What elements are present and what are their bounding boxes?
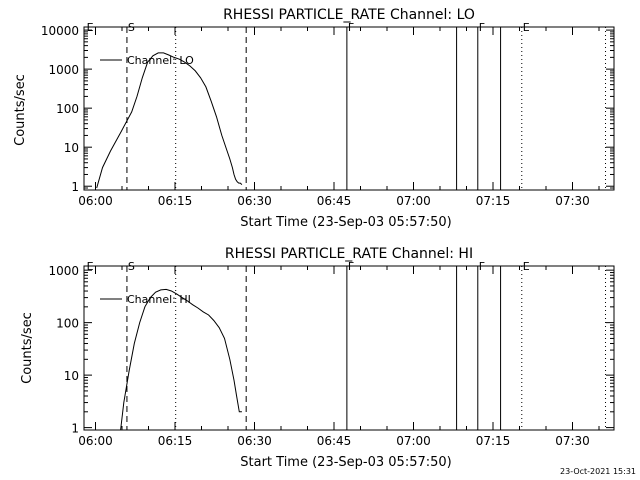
series-line (120, 288, 242, 431)
event-marker-label: E (87, 21, 94, 34)
event-marker-label: F (348, 21, 354, 34)
x-tick-label: 07:15 (476, 434, 511, 448)
y-tick-label: 1 (71, 422, 79, 436)
y-axis-label: Counts/sec (13, 74, 28, 146)
event-marker-label: E (523, 260, 530, 273)
x-axis-label: Start Time (23-Sep-03 05:57:50) (240, 455, 451, 470)
x-tick-label: 07:15 (476, 194, 511, 208)
event-marker-label: S (128, 21, 135, 34)
x-tick-label: 06:15 (158, 194, 193, 208)
panel-hi: RHESSI PARTICLE_RATE Channel: HI Start T… (20, 246, 615, 470)
x-axis-label: Start Time (23-Sep-03 05:57:50) (240, 215, 451, 230)
y-tick-label: 1 (71, 180, 79, 194)
legend-label: Channel: HI (127, 293, 191, 306)
x-tick-label: 07:30 (555, 434, 590, 448)
plot-area: 06:00 06:15 06:30 06:45 07:00 07:15 07:30 1 10 10… (48, 260, 615, 448)
chart-title: RHESSI PARTICLE_RATE Channel: LO (223, 7, 475, 23)
x-tick-label: 06:45 (317, 434, 352, 448)
y-tick-label: 1000 (48, 264, 79, 278)
y-axis-label: Counts/sec (20, 312, 35, 384)
x-tick-label: 06:00 (78, 434, 113, 448)
x-tick-label: 06:00 (78, 194, 113, 208)
event-marker-label: F (479, 260, 485, 273)
event-marker-label: S (128, 260, 135, 273)
event-marker-label: F (348, 260, 354, 273)
series-line (96, 52, 243, 189)
legend-label: Channel: LO (127, 54, 194, 67)
plot-area: 06:00 06:15 06:30 06:45 07:00 07:15 07:30 1 10 10… (41, 21, 615, 208)
x-tick-label: 06:30 (237, 434, 272, 448)
footer-timestamp: 23-Oct-2021 15:31 (560, 467, 636, 476)
x-tick-label: 07:30 (555, 194, 590, 208)
x-tick-label: 06:45 (317, 194, 352, 208)
event-marker-label: E (523, 21, 530, 34)
chart-title: RHESSI PARTICLE_RATE Channel: HI (225, 246, 473, 262)
y-tick-label: 100 (56, 102, 79, 116)
panel-lo: RHESSI PARTICLE_RATE Channel: LO Start T… (13, 7, 615, 230)
x-tick-label: 07:00 (396, 434, 431, 448)
x-tick-label: 06:30 (237, 194, 272, 208)
plot-frame (83, 265, 615, 431)
event-marker-label: E (87, 260, 94, 273)
y-tick-label: 1000 (48, 63, 79, 77)
event-marker-label: F (479, 21, 485, 34)
y-tick-label: 100 (56, 317, 79, 331)
y-tick-label: 10000 (41, 24, 79, 38)
y-tick-label: 10 (64, 141, 79, 155)
y-tick-label: 10 (64, 369, 79, 383)
x-tick-label: 07:00 (396, 194, 431, 208)
x-tick-label: 06:15 (158, 434, 193, 448)
